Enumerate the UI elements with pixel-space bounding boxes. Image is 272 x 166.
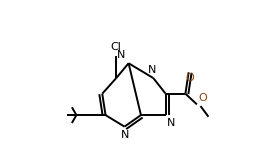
Text: N: N bbox=[120, 130, 129, 140]
Text: O: O bbox=[186, 73, 194, 83]
Text: N: N bbox=[167, 118, 175, 127]
Text: N: N bbox=[147, 65, 156, 75]
Text: O: O bbox=[199, 93, 207, 103]
Text: Cl: Cl bbox=[111, 42, 122, 52]
Text: N: N bbox=[117, 50, 126, 60]
